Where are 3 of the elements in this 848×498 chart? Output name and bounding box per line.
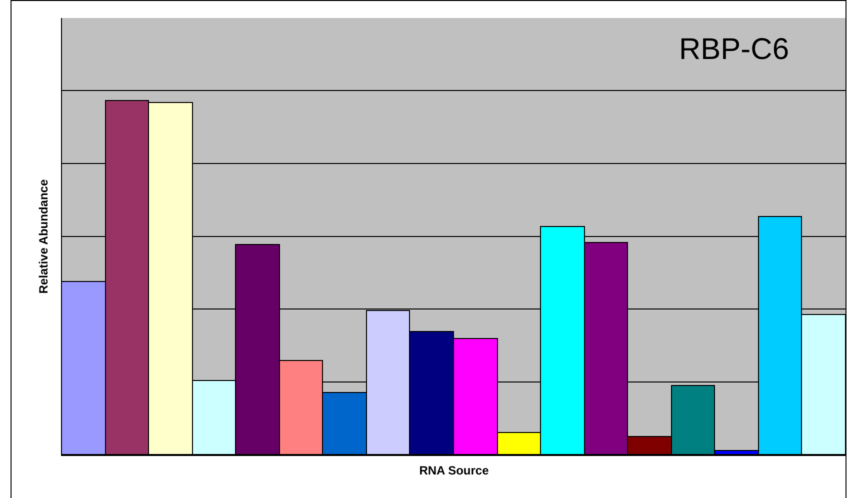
y-axis-title: Relative Abundance (36, 179, 50, 294)
x-axis-title: RNA Source (419, 463, 490, 478)
chart-title: RBP-C6 (679, 33, 790, 66)
